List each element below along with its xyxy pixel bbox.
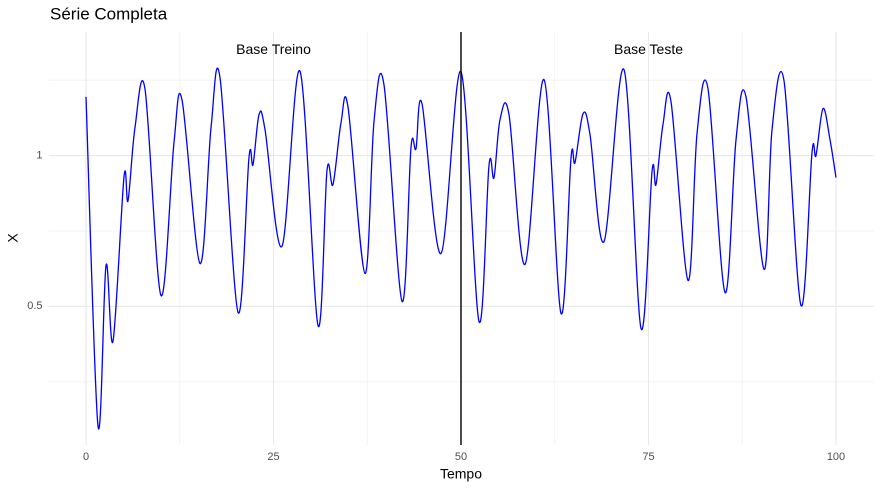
annotation: Base Treino — [236, 41, 311, 57]
chart-title: Série Completa — [50, 4, 168, 23]
x-tick-label: 0 — [83, 451, 89, 463]
x-axis-label: Tempo — [440, 466, 482, 482]
series-line — [85, 67, 837, 430]
x-tick-label: 75 — [642, 451, 654, 463]
annotation: Base Teste — [614, 41, 683, 57]
y-tick-label: 0.5 — [27, 300, 42, 312]
y-axis-label: X — [5, 233, 21, 243]
x-tick-label: 25 — [267, 451, 279, 463]
y-tick-label: 1 — [36, 150, 42, 162]
x-tick-label: 100 — [827, 451, 845, 463]
x-tick-label: 50 — [455, 451, 467, 463]
